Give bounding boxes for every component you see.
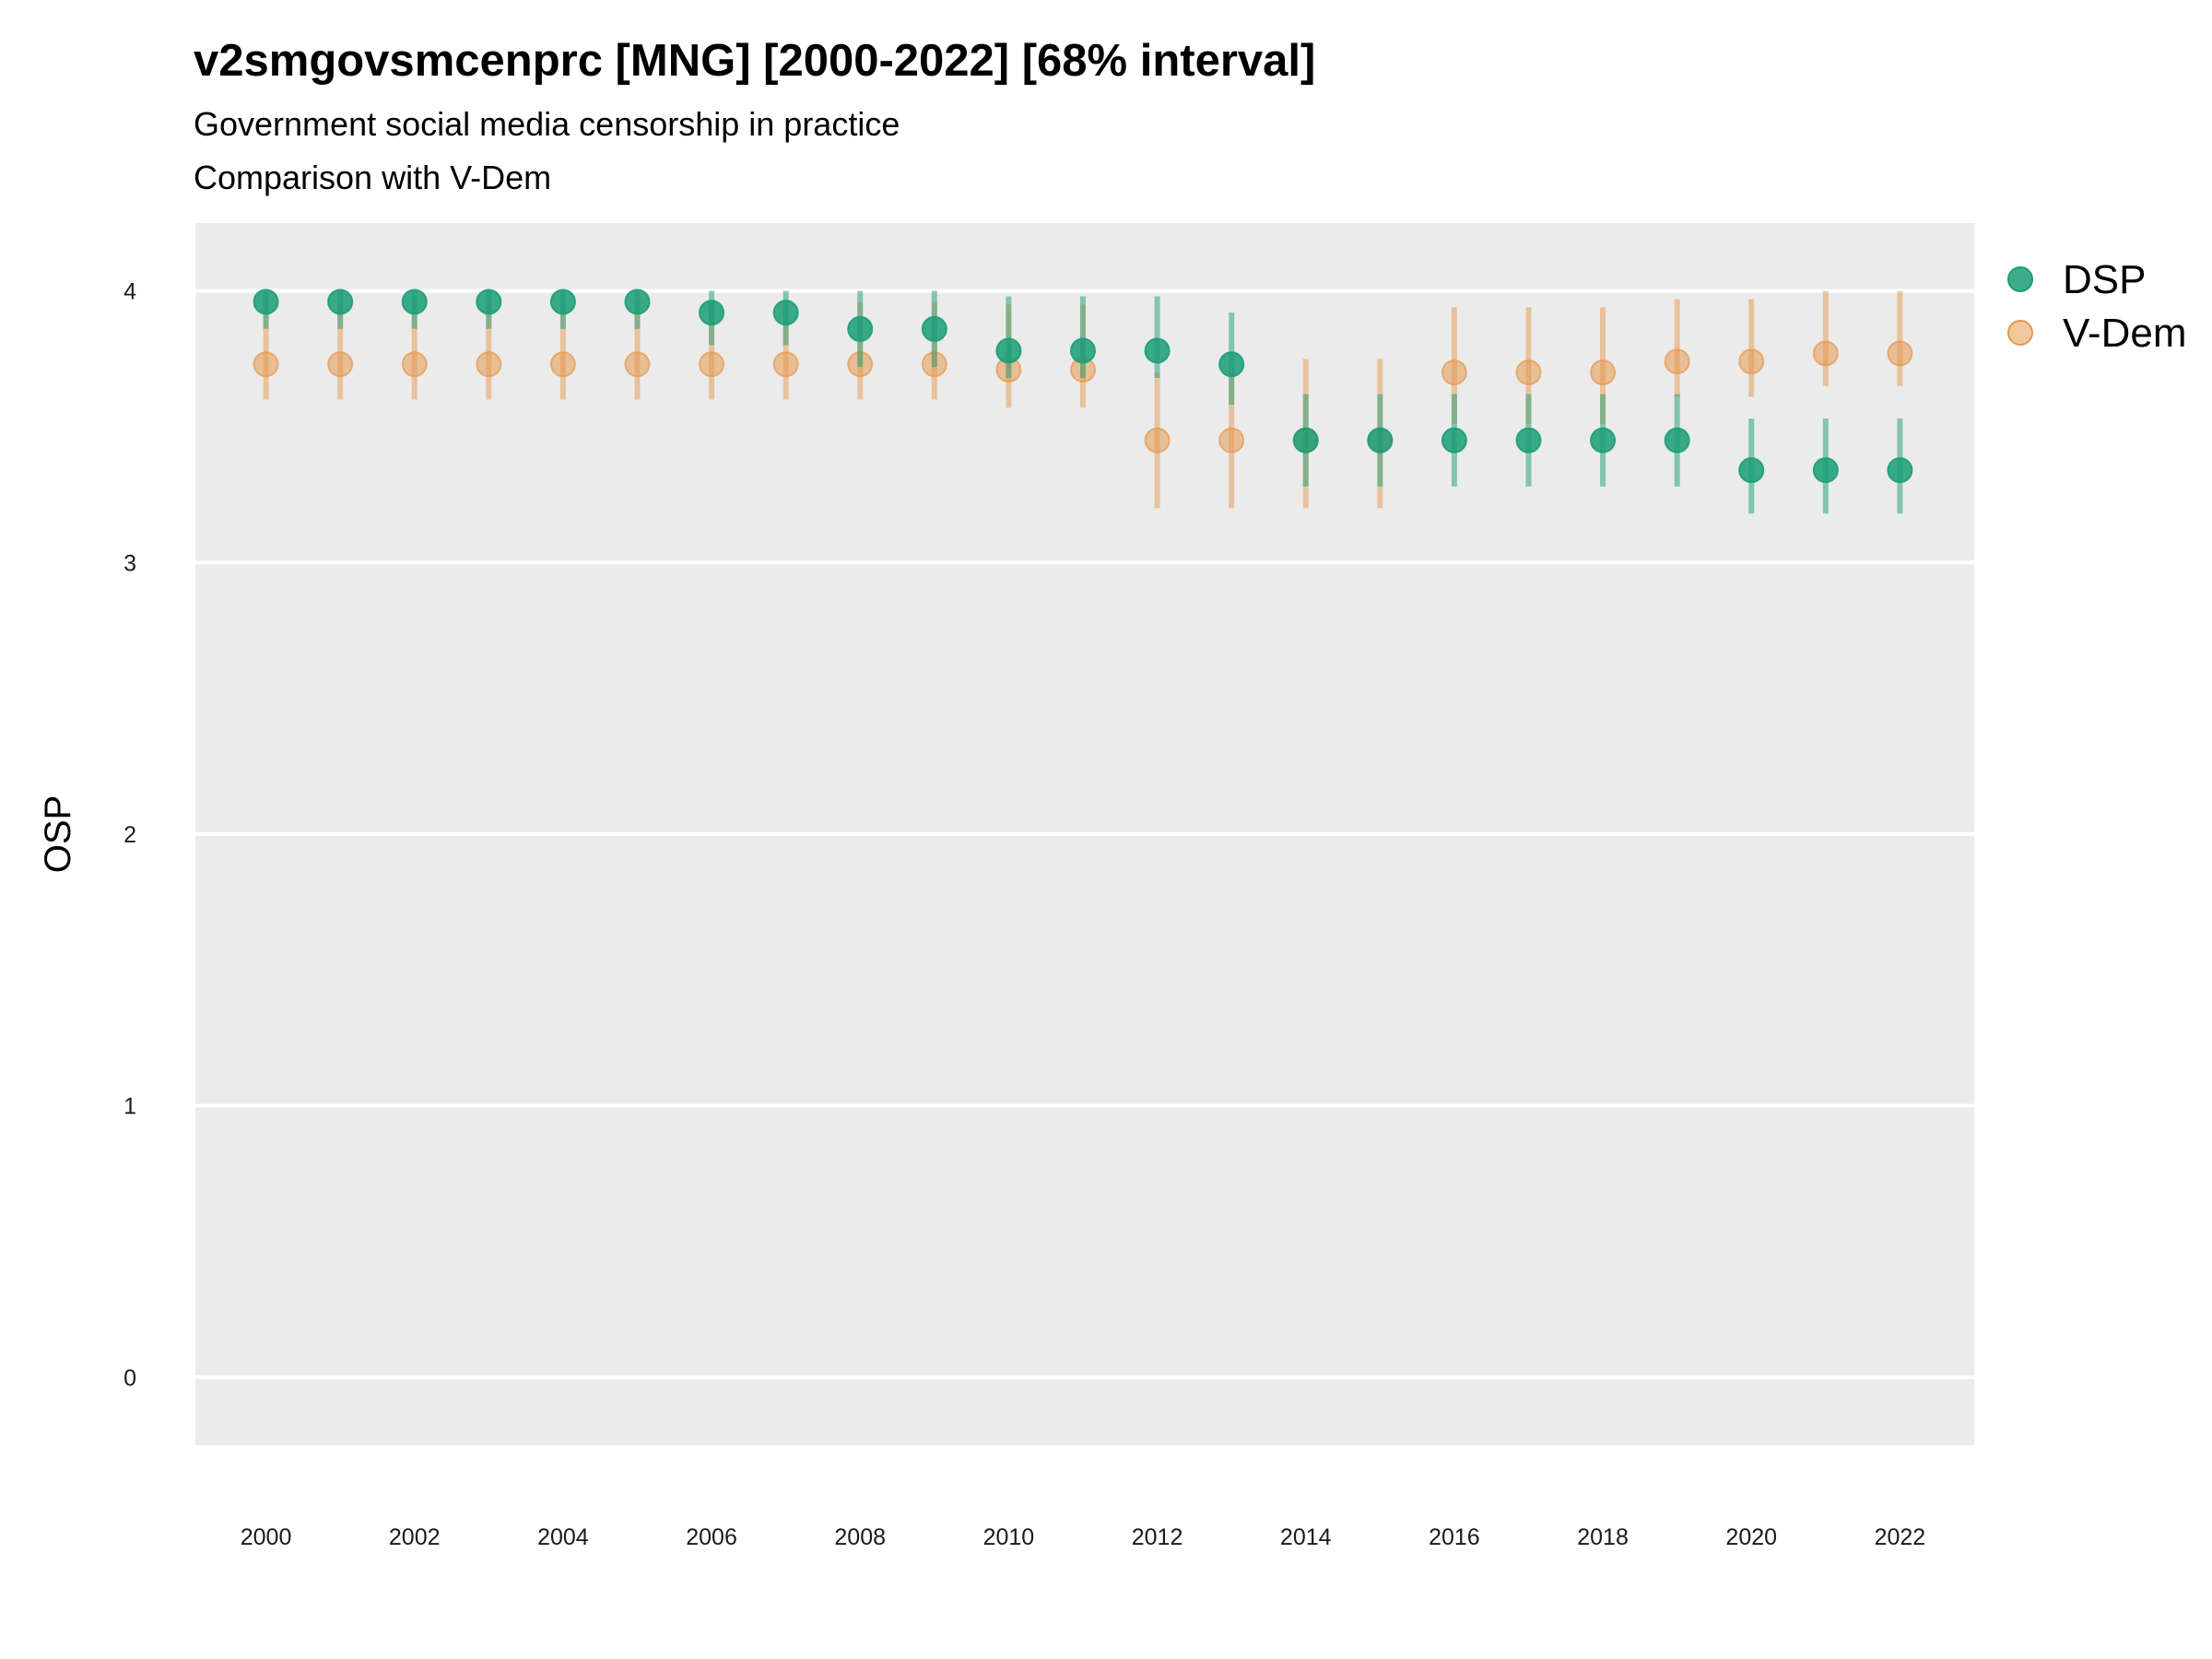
legend-label: V-Dem	[2063, 311, 2186, 356]
legend-label: DSP	[2063, 257, 2146, 302]
data-point	[1218, 427, 1245, 453]
x-tick-label: 2008	[834, 1524, 886, 1550]
data-point	[1069, 337, 1096, 364]
data-point	[772, 351, 799, 378]
data-marks	[253, 288, 1913, 514]
data-point	[327, 351, 354, 378]
data-point	[1144, 337, 1171, 364]
data-point	[1441, 427, 1467, 453]
x-axis-ticks: 2000 2002 2004 2006 2008 2010 2012 2014 2016 2018…	[241, 1524, 1925, 1550]
data-point	[1292, 427, 1319, 453]
series-dsp	[253, 288, 1913, 514]
data-point	[1218, 351, 1245, 378]
data-point	[1515, 359, 1542, 386]
x-tick-label: 2010	[983, 1524, 1035, 1550]
data-point	[1887, 457, 1913, 484]
data-point	[253, 288, 279, 315]
x-tick-label: 2016	[1429, 1524, 1480, 1550]
y-tick-label: 0	[124, 1365, 136, 1391]
data-point	[1738, 348, 1765, 375]
data-point	[253, 351, 279, 378]
data-point	[327, 288, 354, 315]
legend-key	[2007, 266, 2033, 292]
chart-subtitle: Government social media censorship in pr…	[194, 105, 900, 143]
y-axis-label: OSP	[38, 795, 78, 873]
data-point	[549, 288, 576, 315]
data-point	[401, 288, 428, 315]
x-tick-label: 2018	[1577, 1524, 1629, 1550]
y-axis-ticks: 0 1 2 3 4	[124, 279, 136, 1392]
data-point	[549, 351, 576, 378]
data-point	[1144, 427, 1171, 453]
x-tick-label: 2006	[686, 1524, 737, 1550]
data-point	[1738, 457, 1765, 484]
data-point	[1664, 427, 1690, 453]
x-tick-label: 2020	[1725, 1524, 1777, 1550]
chart-title: v2smgovsmcenprc [MNG] [2000-2022] [68% i…	[194, 36, 1316, 86]
data-point	[772, 300, 799, 326]
x-tick-label: 2014	[1280, 1524, 1332, 1550]
data-point	[1515, 427, 1542, 453]
data-point	[624, 351, 651, 378]
y-tick-label: 2	[124, 822, 136, 848]
data-point	[1887, 340, 1913, 367]
data-point	[476, 288, 502, 315]
y-tick-label: 4	[124, 279, 136, 305]
x-tick-label: 2000	[241, 1524, 292, 1550]
x-tick-label: 2002	[389, 1524, 441, 1550]
data-point	[1812, 340, 1839, 367]
data-point	[921, 315, 947, 342]
data-point	[1441, 359, 1467, 386]
data-point	[699, 300, 725, 326]
data-point	[1590, 427, 1617, 453]
data-point	[1367, 427, 1394, 453]
y-tick-label: 1	[124, 1094, 136, 1120]
x-tick-label: 2012	[1132, 1524, 1183, 1550]
x-tick-label: 2022	[1875, 1524, 1926, 1550]
data-point	[847, 315, 874, 342]
x-tick-label: 2004	[537, 1524, 589, 1550]
legend: DSP V-Dem	[2007, 257, 2186, 356]
y-tick-label: 3	[124, 550, 136, 576]
chart-subtitle-comparison: Comparison with V-Dem	[194, 159, 552, 196]
data-point	[401, 351, 428, 378]
data-point	[624, 288, 651, 315]
data-point	[699, 351, 725, 378]
legend-key	[2007, 320, 2033, 346]
data-point	[1812, 457, 1839, 484]
data-point	[995, 337, 1022, 364]
data-point	[476, 351, 502, 378]
data-point	[1590, 359, 1617, 386]
data-point	[1664, 348, 1690, 375]
